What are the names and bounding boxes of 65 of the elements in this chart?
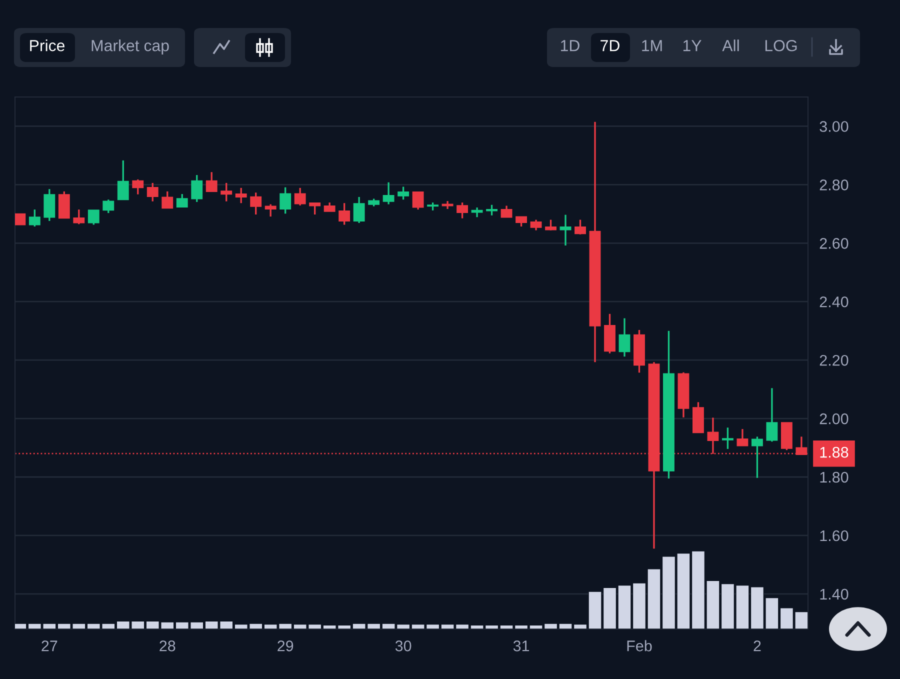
candlestick: [102, 198, 114, 214]
candlestick: [471, 206, 483, 218]
candlestick: [398, 186, 410, 200]
y-tick-label: 2.80: [820, 180, 848, 190]
y-tick-label: 3.00: [820, 121, 848, 132]
text: Price: [30, 40, 64, 52]
candlestick: [486, 204, 498, 216]
candlestick: [146, 182, 158, 202]
candlestick: [44, 188, 56, 222]
text: 1D: [561, 40, 580, 52]
candlestick: [456, 202, 468, 220]
candlestick: [353, 196, 365, 224]
candlestick: [264, 203, 276, 218]
candlestick: [191, 174, 203, 203]
candlestick: [751, 436, 763, 479]
candlestick: [516, 216, 527, 228]
text: 7D: [600, 40, 620, 52]
candlestick: [162, 190, 174, 209]
candlestick: [766, 387, 778, 442]
x-tick-label: 28: [160, 640, 176, 652]
candlestick: [294, 187, 306, 206]
candlestick: [28, 208, 40, 228]
text: 1M: [642, 40, 662, 52]
y-tick-label: 2.40: [820, 296, 848, 308]
text: All: [722, 40, 739, 52]
text: 1Y: [683, 40, 702, 52]
candlestick: [382, 182, 394, 206]
candlestick: [500, 204, 512, 218]
candlestick: [58, 190, 70, 219]
candlestick: [15, 213, 26, 226]
candlestick: [736, 428, 748, 447]
candlestick: [338, 202, 350, 226]
x-tick-label: 29: [278, 640, 294, 652]
y-tick-label: 2.60: [820, 238, 848, 249]
x-tick-label: 31: [513, 640, 530, 652]
candlestick: [280, 186, 292, 214]
y-tick-label: 1.40: [820, 588, 848, 600]
x-tick-label: 30: [395, 640, 412, 652]
text: LOG: [765, 40, 797, 52]
y-tick-label: 2.00: [820, 413, 848, 424]
candlestick: [73, 208, 85, 225]
candlestick: [545, 218, 556, 232]
candlestick: [412, 191, 424, 210]
text: Market cap: [92, 40, 169, 54]
candlestick: [574, 218, 586, 236]
candlestick: [206, 171, 218, 192]
candlestick: [250, 192, 262, 216]
candlestick: [176, 193, 188, 208]
y-tick-label: 1.60: [820, 530, 848, 542]
candlestick: [117, 160, 129, 200]
candlestick: [618, 317, 630, 358]
candlestick: [530, 218, 542, 232]
x-tick-label: 27: [42, 640, 58, 652]
candlestick: [220, 182, 232, 202]
candlestick: [235, 187, 247, 204]
candlestick: [309, 202, 321, 216]
x-tick-label: Feb: [627, 640, 652, 652]
x-tick-label: 2: [754, 640, 761, 652]
candlestick: [722, 426, 734, 450]
candlestick: [88, 209, 100, 226]
y-tick-label: 1.80: [820, 472, 848, 483]
candlestick: [132, 178, 144, 196]
ref-line-label: 1.88: [820, 446, 848, 458]
y-tick-label: 2.20: [820, 354, 848, 366]
candlestick: [560, 214, 572, 246]
